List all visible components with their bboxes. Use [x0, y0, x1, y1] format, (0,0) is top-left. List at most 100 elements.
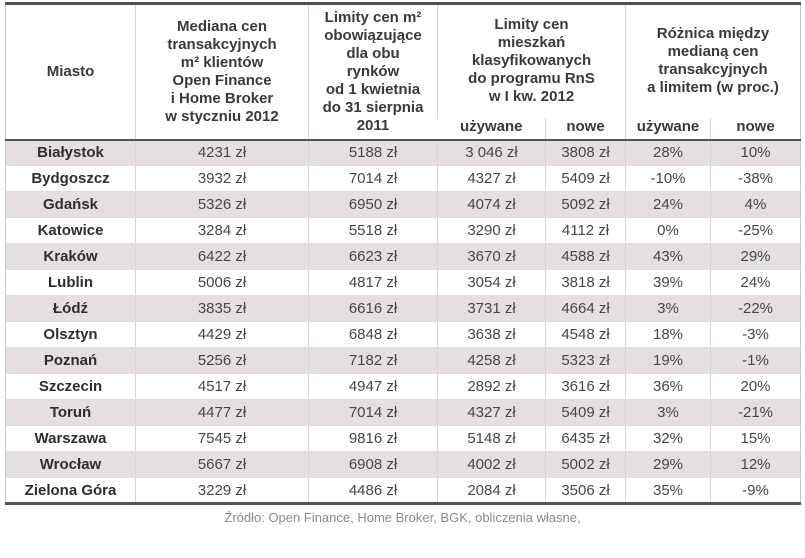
value-cell: 4112 zł: [544, 217, 626, 244]
value-cell: 29%: [710, 243, 801, 270]
value-cell: 4947 zł: [308, 373, 438, 400]
subheader-rns-nowe: nowe: [544, 117, 626, 141]
city-cell: Katowice: [5, 217, 136, 244]
table-row: Gdańsk 5326 zł 6950 zł 4074 zł 5092 zł 24% 4%: [5, 191, 801, 218]
value-cell: 5256 zł: [135, 347, 309, 374]
table-row: Kraków 6422 zł 6623 zł 3670 zł 4588 zł 43% 29%: [5, 243, 801, 270]
value-cell: 4486 zł: [308, 477, 438, 504]
value-cell: 4817 zł: [308, 269, 438, 296]
table-row: Łódź 3835 zł 6616 zł 3731 zł 4664 zł 3% -22%: [5, 295, 801, 322]
value-cell: 3054 zł: [437, 269, 546, 296]
table-row: Toruń 4477 zł 7014 zł 4327 zł 5409 zł 3% -21%: [5, 399, 801, 426]
value-cell: -9%: [710, 477, 801, 504]
value-cell: 36%: [625, 373, 711, 400]
city-cell: Szczecin: [5, 373, 136, 400]
city-cell: Bydgoszcz: [5, 165, 136, 192]
city-cell: Kraków: [5, 243, 136, 270]
value-cell: 18%: [625, 321, 711, 348]
value-cell: 3290 zł: [437, 217, 546, 244]
value-cell: 5092 zł: [544, 191, 626, 218]
table-body: Białystok 4231 zł 5188 zł 3 046 zł 3808 zł 28…: [5, 139, 801, 504]
value-cell: 3932 zł: [135, 165, 309, 192]
table-row: Katowice 3284 zł 5518 zł 3290 zł 4112 zł 0% -2…: [5, 217, 801, 244]
city-cell: Poznań: [5, 347, 136, 374]
value-cell: 12%: [710, 451, 801, 478]
header-group-row: Miasto Mediana cen transakcyjnych m² kli…: [5, 3, 801, 141]
value-cell: 5006 zł: [135, 269, 309, 296]
value-cell: 5326 zł: [135, 191, 309, 218]
value-cell: 3670 zł: [437, 243, 546, 270]
city-cell: Lublin: [5, 269, 136, 296]
column-group-roznica: Różnica między medianą cen transakcyjnyc…: [625, 3, 801, 118]
value-cell: 3284 zł: [135, 217, 309, 244]
city-cell: Białystok: [5, 139, 136, 166]
value-cell: 5188 zł: [308, 139, 438, 166]
value-cell: 4588 zł: [544, 243, 626, 270]
column-group-limity-rns: Limity cen mieszkań klasyfikowanych do p…: [436, 3, 626, 118]
value-cell: 3731 zł: [437, 295, 546, 322]
value-cell: 4517 zł: [135, 373, 309, 400]
table-row: Bydgoszcz 3932 zł 7014 zł 4327 zł 5409 zł -10…: [5, 165, 801, 192]
value-cell: 4548 zł: [544, 321, 626, 348]
value-cell: 5002 zł: [544, 451, 626, 478]
table-row: Zielona Góra 3229 zł 4486 zł 2084 zł 3506 zł…: [5, 477, 801, 504]
price-table: Miasto Mediana cen transakcyjnych m² kli…: [5, 2, 802, 505]
column-header-miasto: Miasto: [5, 3, 136, 141]
table-row: Lublin 5006 zł 4817 zł 3054 zł 3818 zł 39% 24%: [5, 269, 801, 296]
value-cell: 35%: [625, 477, 711, 504]
value-cell: 4258 zł: [437, 347, 546, 374]
subheader-rns-uzywane: używane: [437, 117, 546, 141]
city-cell: Warszawa: [5, 425, 136, 452]
value-cell: 39%: [625, 269, 711, 296]
header-sub-row: używane nowe używane nowe: [6, 117, 801, 141]
value-cell: 5409 zł: [544, 399, 626, 426]
value-cell: 4327 zł: [437, 399, 546, 426]
value-cell: 6848 zł: [308, 321, 438, 348]
city-cell: Toruń: [5, 399, 136, 426]
value-cell: 4327 zł: [437, 165, 546, 192]
source-caption: Źródło: Open Finance, Home Broker, BGK, …: [224, 510, 581, 525]
value-cell: 3616 zł: [544, 373, 626, 400]
table-row: Warszawa 7545 zł 9816 zł 5148 zł 6435 zł 32% 1…: [5, 425, 801, 452]
value-cell: 24%: [625, 191, 711, 218]
value-cell: 43%: [625, 243, 711, 270]
value-cell: -38%: [710, 165, 801, 192]
table-row: Szczecin 4517 zł 4947 zł 2892 zł 3616 zł 36% 2…: [5, 373, 801, 400]
table-row: Poznań 5256 zł 7182 zł 4258 zł 5323 zł 19% -1%: [5, 347, 801, 374]
value-cell: 19%: [625, 347, 711, 374]
value-cell: -22%: [710, 295, 801, 322]
value-cell: 6422 zł: [135, 243, 309, 270]
value-cell: -1%: [710, 347, 801, 374]
value-cell: 20%: [710, 373, 801, 400]
column-header-limity-m2: Limity cen m² obowiązujące dla obu rynkó…: [308, 3, 438, 141]
value-cell: 0%: [625, 217, 711, 244]
value-cell: 5148 zł: [437, 425, 546, 452]
value-cell: 4429 zł: [135, 321, 309, 348]
value-cell: 4%: [710, 191, 801, 218]
city-cell: Wrocław: [5, 451, 136, 478]
value-cell: 3229 zł: [135, 477, 309, 504]
value-cell: 5409 zł: [544, 165, 626, 192]
value-cell: 4231 zł: [135, 139, 309, 166]
value-cell: -21%: [710, 399, 801, 426]
city-cell: Łódź: [5, 295, 136, 322]
subheader-roznica-nowe: nowe: [710, 117, 801, 141]
value-cell: 6623 zł: [308, 243, 438, 270]
value-cell: -3%: [710, 321, 801, 348]
value-cell: -25%: [710, 217, 801, 244]
value-cell: 3835 zł: [135, 295, 309, 322]
table-header: Miasto Mediana cen transakcyjnych m² kli…: [5, 3, 801, 141]
table-row: Białystok 4231 zł 5188 zł 3 046 zł 3808 zł 28…: [5, 139, 801, 166]
value-cell: 3506 zł: [544, 477, 626, 504]
value-cell: 6435 zł: [544, 425, 626, 452]
subheader-roznica-uzywane: używane: [625, 117, 711, 141]
city-cell: Gdańsk: [5, 191, 136, 218]
value-cell: 2892 zł: [437, 373, 546, 400]
value-cell: -10%: [625, 165, 711, 192]
value-cell: 3%: [625, 295, 711, 322]
value-cell: 28%: [625, 139, 711, 166]
value-cell: 24%: [710, 269, 801, 296]
value-cell: 32%: [625, 425, 711, 452]
value-cell: 3 046 zł: [437, 139, 546, 166]
